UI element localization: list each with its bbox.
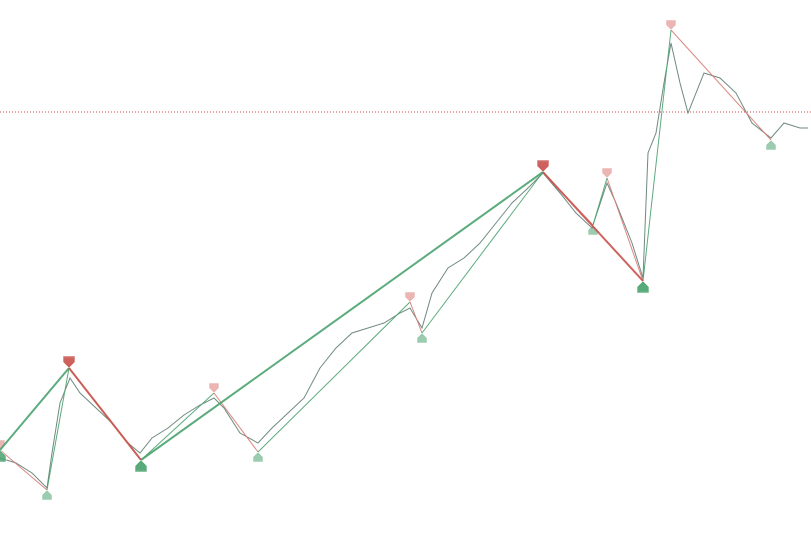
major-pivot-marker bbox=[62, 355, 76, 369]
major-pivot-marker bbox=[536, 159, 550, 173]
price-line bbox=[0, 42, 808, 490]
minor-pivot-marker bbox=[665, 19, 677, 31]
minor-zigzag-leg bbox=[606, 177, 644, 282]
minor-pivot-marker bbox=[208, 382, 220, 394]
minor-zigzag-leg bbox=[46, 367, 70, 491]
minor-zigzag-leg bbox=[0, 449, 48, 491]
major-zigzag-leg bbox=[140, 171, 544, 461]
minor-zigzag-leg bbox=[409, 301, 423, 334]
major-zigzag-leg bbox=[542, 171, 644, 282]
minor-pivot-marker bbox=[41, 489, 53, 501]
minor-pivot-marker bbox=[404, 291, 416, 303]
major-pivot-marker bbox=[0, 449, 7, 463]
minor-zigzag-leg bbox=[257, 301, 411, 453]
minor-pivot-marker bbox=[765, 139, 777, 151]
minor-zigzag-leg bbox=[592, 177, 608, 226]
major-zigzag-leg bbox=[68, 367, 142, 461]
minor-zigzag-leg bbox=[421, 171, 544, 334]
major-pivot-marker bbox=[636, 280, 650, 294]
minor-pivot-marker bbox=[601, 167, 613, 179]
major-zigzag-leg bbox=[0, 367, 70, 451]
major-pivot-marker bbox=[134, 459, 148, 473]
minor-pivot-marker bbox=[416, 332, 428, 344]
minor-zigzag-leg bbox=[670, 29, 772, 141]
minor-pivot-marker bbox=[252, 451, 264, 463]
minor-zigzag-leg bbox=[642, 29, 672, 282]
minor-pivot-marker bbox=[587, 224, 599, 236]
minor-zigzag-leg bbox=[140, 392, 215, 461]
